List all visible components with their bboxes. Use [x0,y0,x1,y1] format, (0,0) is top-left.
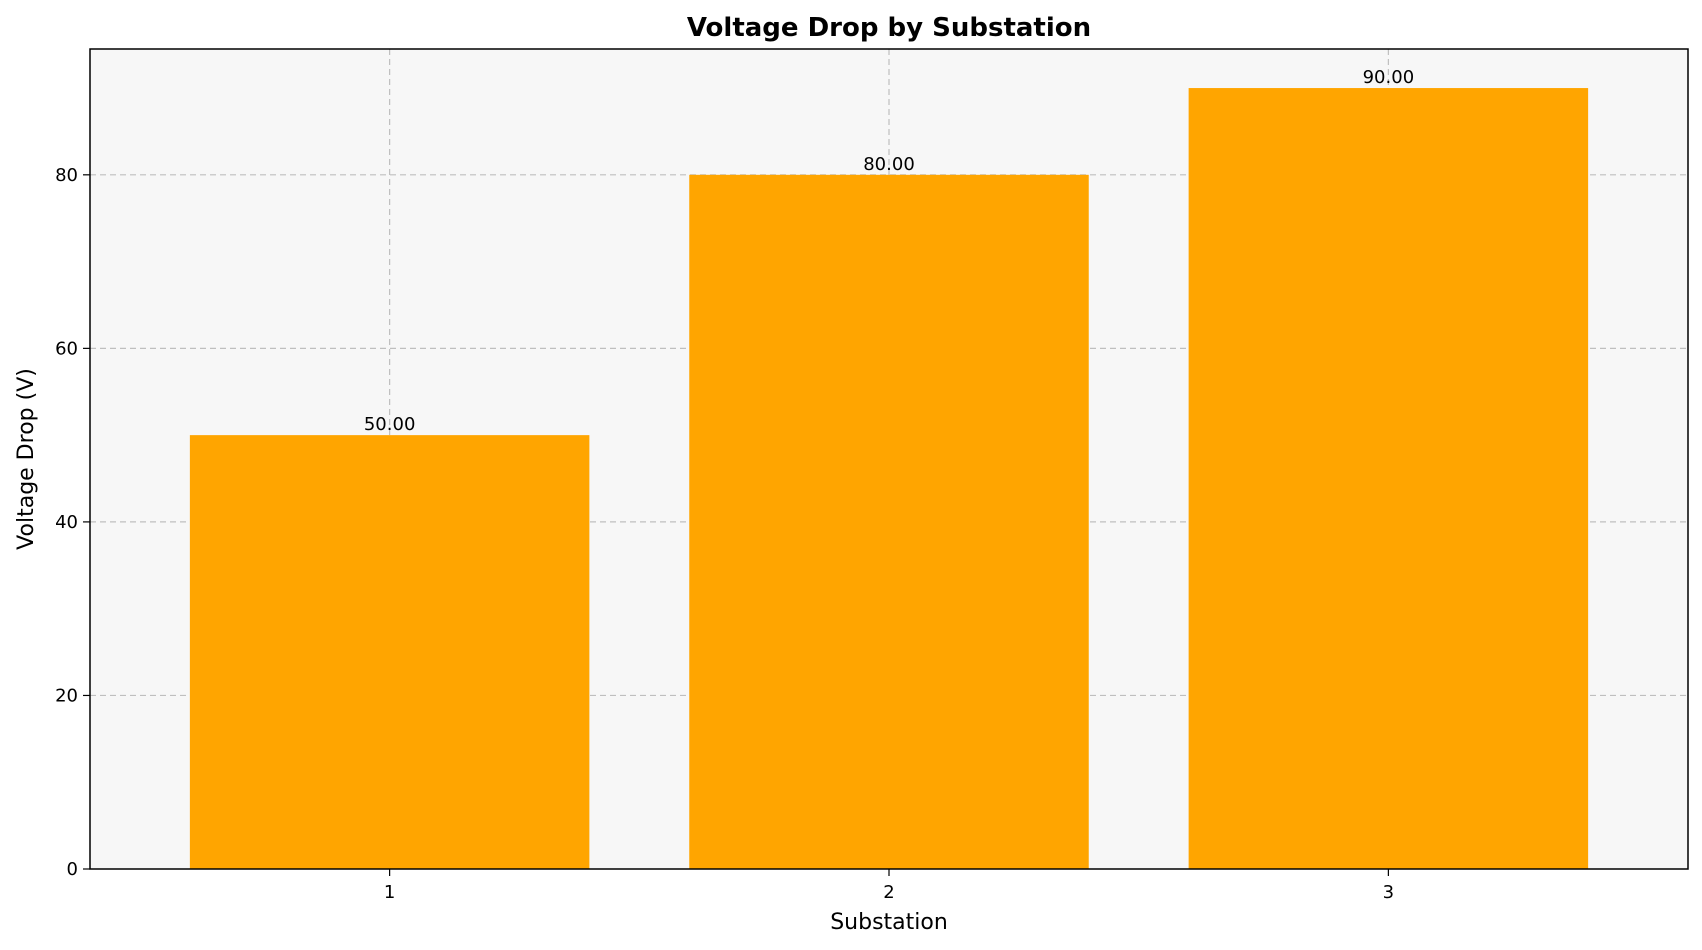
bars [189,88,1589,870]
y-axis-label: Voltage Drop (V) [14,368,39,550]
x-axis-label: Substation [830,910,948,935]
x-tick-label: 3 [1383,882,1394,903]
bar [189,435,590,869]
y-tick-label: 80 [55,165,78,186]
x-tick-label: 2 [883,882,894,903]
bar-value-label: 90.00 [1363,67,1415,88]
y-axis-ticks: 0 20 40 60 80 [55,165,90,880]
y-tick-label: 0 [67,859,78,880]
bar [689,174,1089,870]
y-tick-label: 40 [55,512,78,533]
x-axis-ticks: 1 2 3 [384,869,1394,903]
y-tick-label: 60 [55,338,78,359]
chart-title: Voltage Drop by Substation [687,13,1091,43]
y-tick-label: 20 [55,685,78,706]
x-tick-label: 1 [384,882,395,903]
bar-value-label: 50.00 [364,414,416,435]
bar [1188,88,1589,870]
bar-value-labels: 50.00 80.00 90.00 [364,67,1414,435]
bar-value-label: 80.00 [863,154,915,175]
